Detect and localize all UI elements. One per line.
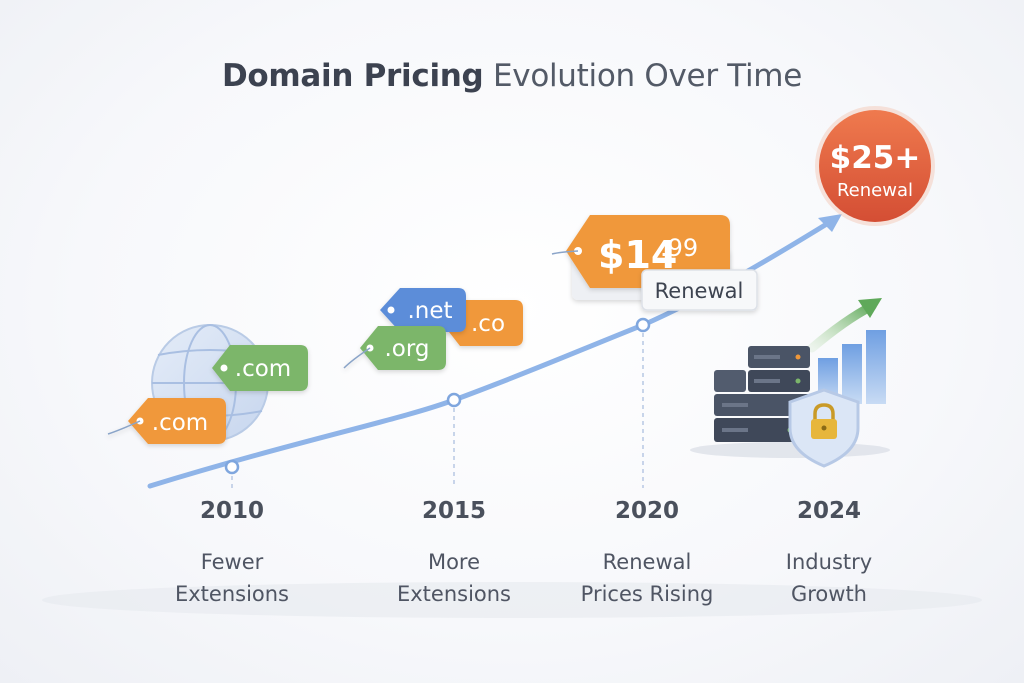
- year-label: 2010: [200, 498, 264, 524]
- title-rest: Evolution Over Time: [493, 58, 802, 94]
- caption-line1: Renewal: [603, 550, 692, 574]
- renewal-badge: $25+ Renewal: [815, 106, 935, 226]
- caption-line2: Extensions: [175, 582, 289, 606]
- caption-line2: Extensions: [397, 582, 511, 606]
- year-label: 2015: [422, 498, 486, 524]
- bar-chart-icon: [818, 330, 886, 404]
- tag-com-green-label: .com: [235, 356, 291, 382]
- shield-lock-icon: [788, 388, 860, 468]
- milestone-dot-2010: [224, 459, 240, 475]
- tag-net-label: .net: [407, 298, 452, 324]
- price-tag-label: Renewal: [655, 279, 744, 303]
- growth-arrow-icon: [807, 298, 882, 353]
- milestone-2010: 2010 Fewer Extensions: [175, 498, 289, 606]
- milestone-2024: 2024 Industry Growth: [786, 498, 872, 606]
- year-label: 2024: [797, 498, 861, 524]
- tag-org: .org: [343, 326, 446, 370]
- caption-line1: Fewer: [201, 550, 264, 574]
- title-bold: Domain Pricing: [222, 58, 484, 94]
- tag-com-orange: .com: [107, 398, 226, 444]
- caption-line2: Growth: [791, 582, 867, 606]
- caption-line2: Prices Rising: [581, 582, 714, 606]
- milestone-2020: 2020 Renewal Prices Rising: [581, 498, 714, 606]
- badge-amount: $25+: [830, 140, 921, 176]
- tag-com-green: .com: [212, 345, 308, 391]
- curve-arrowhead: [818, 214, 842, 232]
- price-cents: .99: [660, 234, 698, 262]
- price-tag-2020: $14 .99 Renewal: [551, 215, 758, 311]
- milestone-2015: 2015 More Extensions: [397, 498, 511, 606]
- tag-net: .net: [380, 288, 466, 332]
- tag-org-label: .org: [384, 336, 429, 362]
- badge-label: Renewal: [837, 180, 913, 201]
- year-label: 2020: [615, 498, 679, 524]
- caption-line1: More: [428, 550, 480, 574]
- caption-line1: Industry: [786, 550, 872, 574]
- tag-com-orange-label: .com: [152, 410, 208, 436]
- page-title: Domain Pricing Evolution Over Time: [0, 58, 1024, 94]
- milestone-dot-2015: [446, 392, 462, 408]
- milestone-dot-2020: [635, 317, 651, 333]
- tag-co-label: .co: [471, 311, 505, 337]
